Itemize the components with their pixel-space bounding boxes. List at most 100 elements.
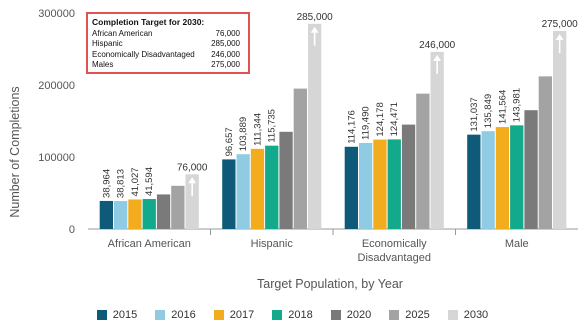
x-tick-label: Hispanic — [251, 238, 294, 250]
x-tick-label: Male — [505, 238, 529, 250]
bar-2025 — [416, 93, 430, 229]
chart-bars — [99, 23, 567, 229]
legend-label: 2025 — [405, 309, 430, 321]
target-row-label: Economically Disadvantaged — [92, 49, 195, 59]
target-row-value: 76,000 — [215, 28, 240, 38]
bar-value-label: 141,564 — [497, 90, 508, 124]
target-value-label: 285,000 — [297, 12, 334, 23]
target-row-males: Males 275,000 — [92, 60, 244, 71]
legend-item-2015[interactable]: 2015 — [96, 306, 138, 324]
bar-2030 — [430, 51, 444, 229]
bar-2016 — [359, 142, 373, 229]
target-box-title: Completion Target for 2030: — [92, 17, 205, 27]
legend-swatch — [272, 310, 283, 320]
bar-value-label: 124,471 — [389, 102, 400, 136]
bar-value-label: 111,344 — [252, 113, 263, 146]
bar-2020 — [156, 194, 171, 229]
bar-value-label: 135,849 — [483, 94, 494, 128]
legend-swatch — [389, 310, 400, 320]
bar-value-label: 103,889 — [238, 117, 249, 151]
bar-2018 — [387, 139, 401, 229]
legend-item-2018[interactable]: 2018 — [272, 306, 313, 324]
target-row-label: Hispanic — [92, 39, 123, 48]
y-tick-label: 300000 — [38, 8, 75, 20]
legend-item-2020[interactable]: 2020 — [330, 306, 372, 324]
legend-swatch — [330, 310, 341, 320]
x-axis-title: Target Population, by Year — [257, 277, 403, 291]
bar-2015 — [222, 159, 236, 229]
bar-value-label: 114,176 — [346, 110, 357, 144]
target-value-label: 76,000 — [177, 162, 208, 173]
legend-item-2017[interactable]: 2017 — [213, 306, 255, 324]
legend-item-2025[interactable]: 2025 — [389, 306, 430, 324]
bar-2016 — [114, 201, 128, 229]
bar-value-label: 131,037 — [469, 97, 480, 131]
legend-label: 2018 — [288, 309, 313, 321]
bar-2030 — [308, 23, 322, 229]
legend-swatch — [96, 310, 107, 320]
bar-2015 — [99, 200, 113, 229]
legend-label: 2030 — [463, 309, 489, 321]
target-row-label: Males — [92, 60, 114, 69]
bar-2020 — [279, 131, 293, 229]
legend-label: 2016 — [171, 309, 196, 321]
target-row-value: 285,000 — [211, 39, 240, 48]
bar-value-label: 38,964 — [101, 169, 112, 198]
legend-label: 2015 — [112, 309, 138, 321]
target-row-hispanic: Hispanic 285,000 — [92, 39, 244, 50]
chart-legend: 2015 2016 2017 2018 2020 2025 2030 — [0, 306, 585, 324]
target-row-economically-disadvantaged: Economically Disadvantaged 246,000 — [92, 50, 244, 61]
completion-target-box: Completion Target for 2030: African Amer… — [86, 12, 250, 74]
bar-2016 — [481, 131, 495, 229]
bar-value-label: 124,178 — [375, 102, 386, 136]
chart-value-labels: 38,964 38,813 41,027 41,594 76,000 96,657 103,… — [101, 12, 578, 198]
x-tick-label: African American — [108, 238, 191, 250]
target-row-value: 275,000 — [211, 60, 240, 69]
target-value-label: 275,000 — [542, 19, 579, 30]
legend-label: 2017 — [229, 309, 255, 321]
bar-2015 — [467, 134, 481, 229]
legend-label: 2020 — [346, 309, 372, 321]
bar-value-label: 96,657 — [224, 127, 235, 156]
bar-value-label: 119,490 — [361, 106, 372, 140]
legend-swatch — [213, 310, 224, 320]
legend-swatch — [155, 310, 166, 320]
bar-2020 — [524, 110, 538, 229]
bar-value-label: 41,594 — [144, 167, 155, 196]
bar-2017 — [373, 139, 387, 229]
bar-2017 — [250, 148, 265, 229]
legend-swatch — [447, 310, 458, 320]
bar-2016 — [236, 154, 250, 229]
bar-value-label: 38,813 — [116, 169, 127, 198]
bar-2020 — [401, 124, 416, 229]
y-tick-label: 100000 — [38, 152, 75, 164]
target-arrow-icon — [188, 177, 197, 184]
target-value-label: 246,000 — [419, 40, 456, 51]
bar-value-label: 115,735 — [267, 109, 278, 143]
legend-item-2030[interactable]: 2030 — [447, 306, 489, 324]
bar-2017 — [495, 127, 510, 229]
legend-item-2016[interactable]: 2016 — [155, 306, 196, 324]
target-arrow-icon — [433, 54, 442, 61]
target-arrow-icon — [310, 26, 319, 33]
bar-2025 — [538, 76, 552, 229]
y-tick-label: 0 — [69, 224, 75, 236]
bar-2015 — [344, 146, 358, 229]
bar-value-label: 143,981 — [512, 88, 523, 122]
target-row-african-american: African American 76,000 — [92, 29, 244, 40]
bar-2018 — [142, 199, 156, 229]
bar-2030 — [553, 31, 567, 229]
x-tick-label: Economically Disadvantaged — [358, 238, 431, 264]
bar-2018 — [265, 145, 279, 229]
bar-2025 — [171, 185, 185, 229]
bar-2017 — [128, 199, 142, 229]
target-row-label: African American — [92, 28, 153, 38]
bar-2030 — [185, 174, 199, 229]
target-arrow-icon — [555, 34, 564, 40]
y-axis-title: Number of Completions — [8, 86, 22, 217]
bar-value-label: 41,027 — [130, 167, 141, 196]
bar-2025 — [293, 88, 307, 229]
y-tick-label: 200000 — [38, 80, 75, 92]
